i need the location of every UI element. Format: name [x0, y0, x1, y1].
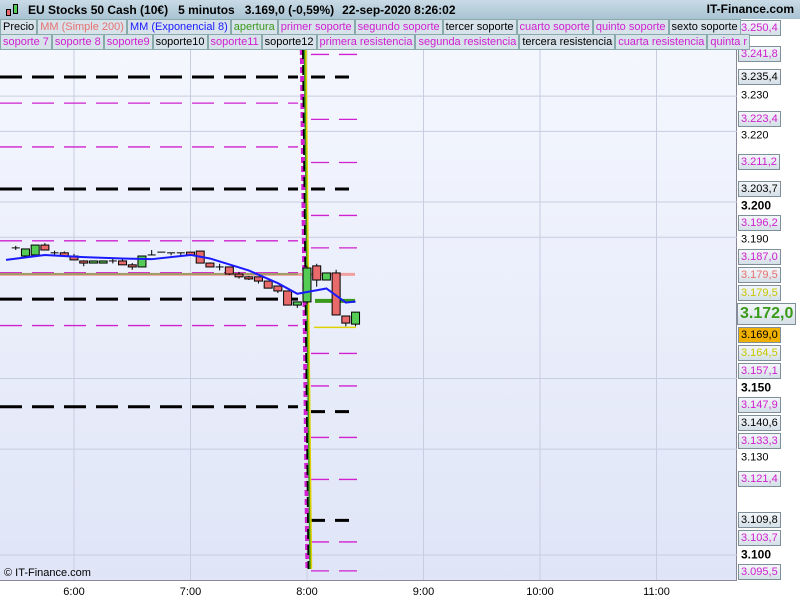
- price-label: 3.196,2: [738, 214, 781, 231]
- candle-body: [40, 244, 50, 251]
- time-tick: 8:00: [296, 586, 318, 598]
- legend-item[interactable]: apertura: [230, 19, 278, 35]
- legend-item[interactable]: MM (Exponencial 8): [126, 19, 231, 35]
- candle-body: [79, 260, 89, 264]
- candlestick-logo-icon: [4, 1, 22, 19]
- candle-body: [234, 273, 244, 278]
- legend-item[interactable]: quinta r: [707, 34, 751, 50]
- legend-item[interactable]: soporte11: [207, 34, 262, 50]
- legend-item[interactable]: Precio: [0, 19, 38, 35]
- price-label: 3.241,8: [738, 46, 781, 63]
- candle-body: [137, 255, 147, 268]
- candle-body: [302, 267, 312, 303]
- title-bar: EU Stocks 50 Cash (10€) 5 minutos 3.169,…: [0, 0, 800, 19]
- legend-item[interactable]: segundo soporte: [354, 19, 443, 35]
- candle-body: [98, 260, 108, 264]
- candle-body: [341, 315, 351, 324]
- candle-body: [30, 244, 40, 256]
- legend-item[interactable]: primer soporte: [277, 19, 355, 35]
- time-tick: 7:00: [179, 586, 202, 598]
- legend-item[interactable]: sexto soporte: [668, 19, 741, 35]
- candle-body: [312, 265, 322, 281]
- price-label: 3.103,7: [738, 529, 781, 546]
- legend-item[interactable]: soporte 8: [51, 34, 104, 50]
- price-label: 3.140,6: [738, 414, 781, 431]
- price-label: 3.203,7: [738, 180, 781, 197]
- session-transition-line: [305, 48, 313, 570]
- last-price: 3.169,0 (-0,59%): [244, 2, 335, 17]
- candle-body: [263, 280, 273, 289]
- candle-body: [205, 262, 215, 268]
- candle-body: [224, 266, 234, 275]
- copyright: © IT-Finance.com: [4, 567, 91, 579]
- candle-body: [118, 260, 128, 266]
- timeframe[interactable]: 5 minutos: [178, 2, 235, 17]
- price-tick: 3.200: [741, 198, 772, 213]
- legend-item[interactable]: soporte9: [103, 34, 153, 50]
- price-label: 3.187,0: [738, 248, 781, 265]
- legend-item[interactable]: segunda resistencia: [415, 34, 520, 50]
- legend-item[interactable]: tercera resistencia: [519, 34, 616, 50]
- price-label: 3.179,5: [738, 284, 781, 301]
- price-axis[interactable]: 3.230 3.220 3.200 3.190 3.150 3.130 3.100 3.250…: [737, 19, 800, 580]
- session-transition-line: [302, 48, 311, 570]
- legend-item[interactable]: tercer soporte: [442, 19, 517, 35]
- legend-item[interactable]: soporte12: [261, 34, 317, 50]
- legend-item[interactable]: MM (Simple 200): [37, 19, 127, 35]
- price-label: 3.109,8: [738, 511, 781, 528]
- candle-body: [20, 248, 30, 257]
- price-label: 3.211,2: [738, 154, 780, 171]
- legend-row-2: soporte 7 soporte 8 soporte9 soporte10 sopor…: [0, 34, 751, 50]
- price-label: 3.169,0: [738, 326, 781, 343]
- price-label: 3.235,4: [738, 69, 781, 86]
- price-label: 3.164,5: [738, 344, 781, 361]
- legend-row-1: Precio MM (Simple 200) MM (Exponencial 8) a…: [0, 19, 741, 35]
- candle-body: [253, 276, 263, 282]
- datetime: 22-sep-2020 8:26:02: [342, 2, 456, 17]
- price-label: 3.250,4: [738, 19, 781, 36]
- candle-body: [321, 272, 331, 281]
- price-label: 3.157,1: [738, 362, 781, 379]
- price-label: 3.147,9: [738, 396, 781, 413]
- session-transition-line: [303, 48, 312, 570]
- chart-canvas[interactable]: [0, 19, 737, 580]
- legend-item[interactable]: cuarta resistencia: [615, 34, 708, 50]
- price-label: 3.172,0: [737, 302, 797, 325]
- legend-item[interactable]: cuarto soporte: [516, 19, 593, 35]
- ema8-line: [5, 253, 356, 304]
- candle-body: [127, 264, 137, 268]
- time-axis[interactable]: 6:00 7:00 8:00 9:00 10:00 11:00: [0, 580, 737, 600]
- legend-item[interactable]: quinto soporte: [592, 19, 669, 35]
- price-label: 3.121,4: [738, 471, 781, 488]
- price-tick: 3.190: [741, 233, 769, 246]
- time-tick: 10:00: [526, 586, 554, 598]
- legend-item[interactable]: soporte 7: [0, 34, 52, 50]
- price-tick: 3.230: [741, 89, 769, 102]
- brand: IT-Finance.com: [706, 2, 794, 16]
- candle-body: [331, 272, 341, 316]
- time-tick: 9:00: [412, 586, 435, 598]
- price-label: 3.223,4: [738, 111, 781, 128]
- legend-item[interactable]: primera resistencia: [316, 34, 416, 50]
- price-tick: 3.150: [741, 380, 772, 395]
- candle-body: [283, 290, 293, 306]
- price-tick: 3.130: [741, 451, 769, 464]
- candle-body: [244, 276, 254, 280]
- time-tick: 6:00: [63, 586, 85, 598]
- price-label: 3.179,5: [738, 266, 781, 283]
- candle-body: [351, 311, 361, 325]
- instrument-name: EU Stocks 50 Cash (10€): [28, 2, 169, 17]
- candle-body: [292, 301, 302, 306]
- candle-body: [273, 285, 283, 292]
- price-tick: 3.220: [741, 129, 769, 142]
- legend-item[interactable]: soporte10: [152, 34, 208, 50]
- time-tick: 11:00: [643, 586, 670, 598]
- price-chart[interactable]: [0, 19, 737, 580]
- price-label: 3.095,5: [738, 563, 781, 580]
- price-label: 3.133,3: [738, 432, 781, 449]
- candle-body: [88, 260, 98, 264]
- price-tick: 3.100: [741, 547, 772, 561]
